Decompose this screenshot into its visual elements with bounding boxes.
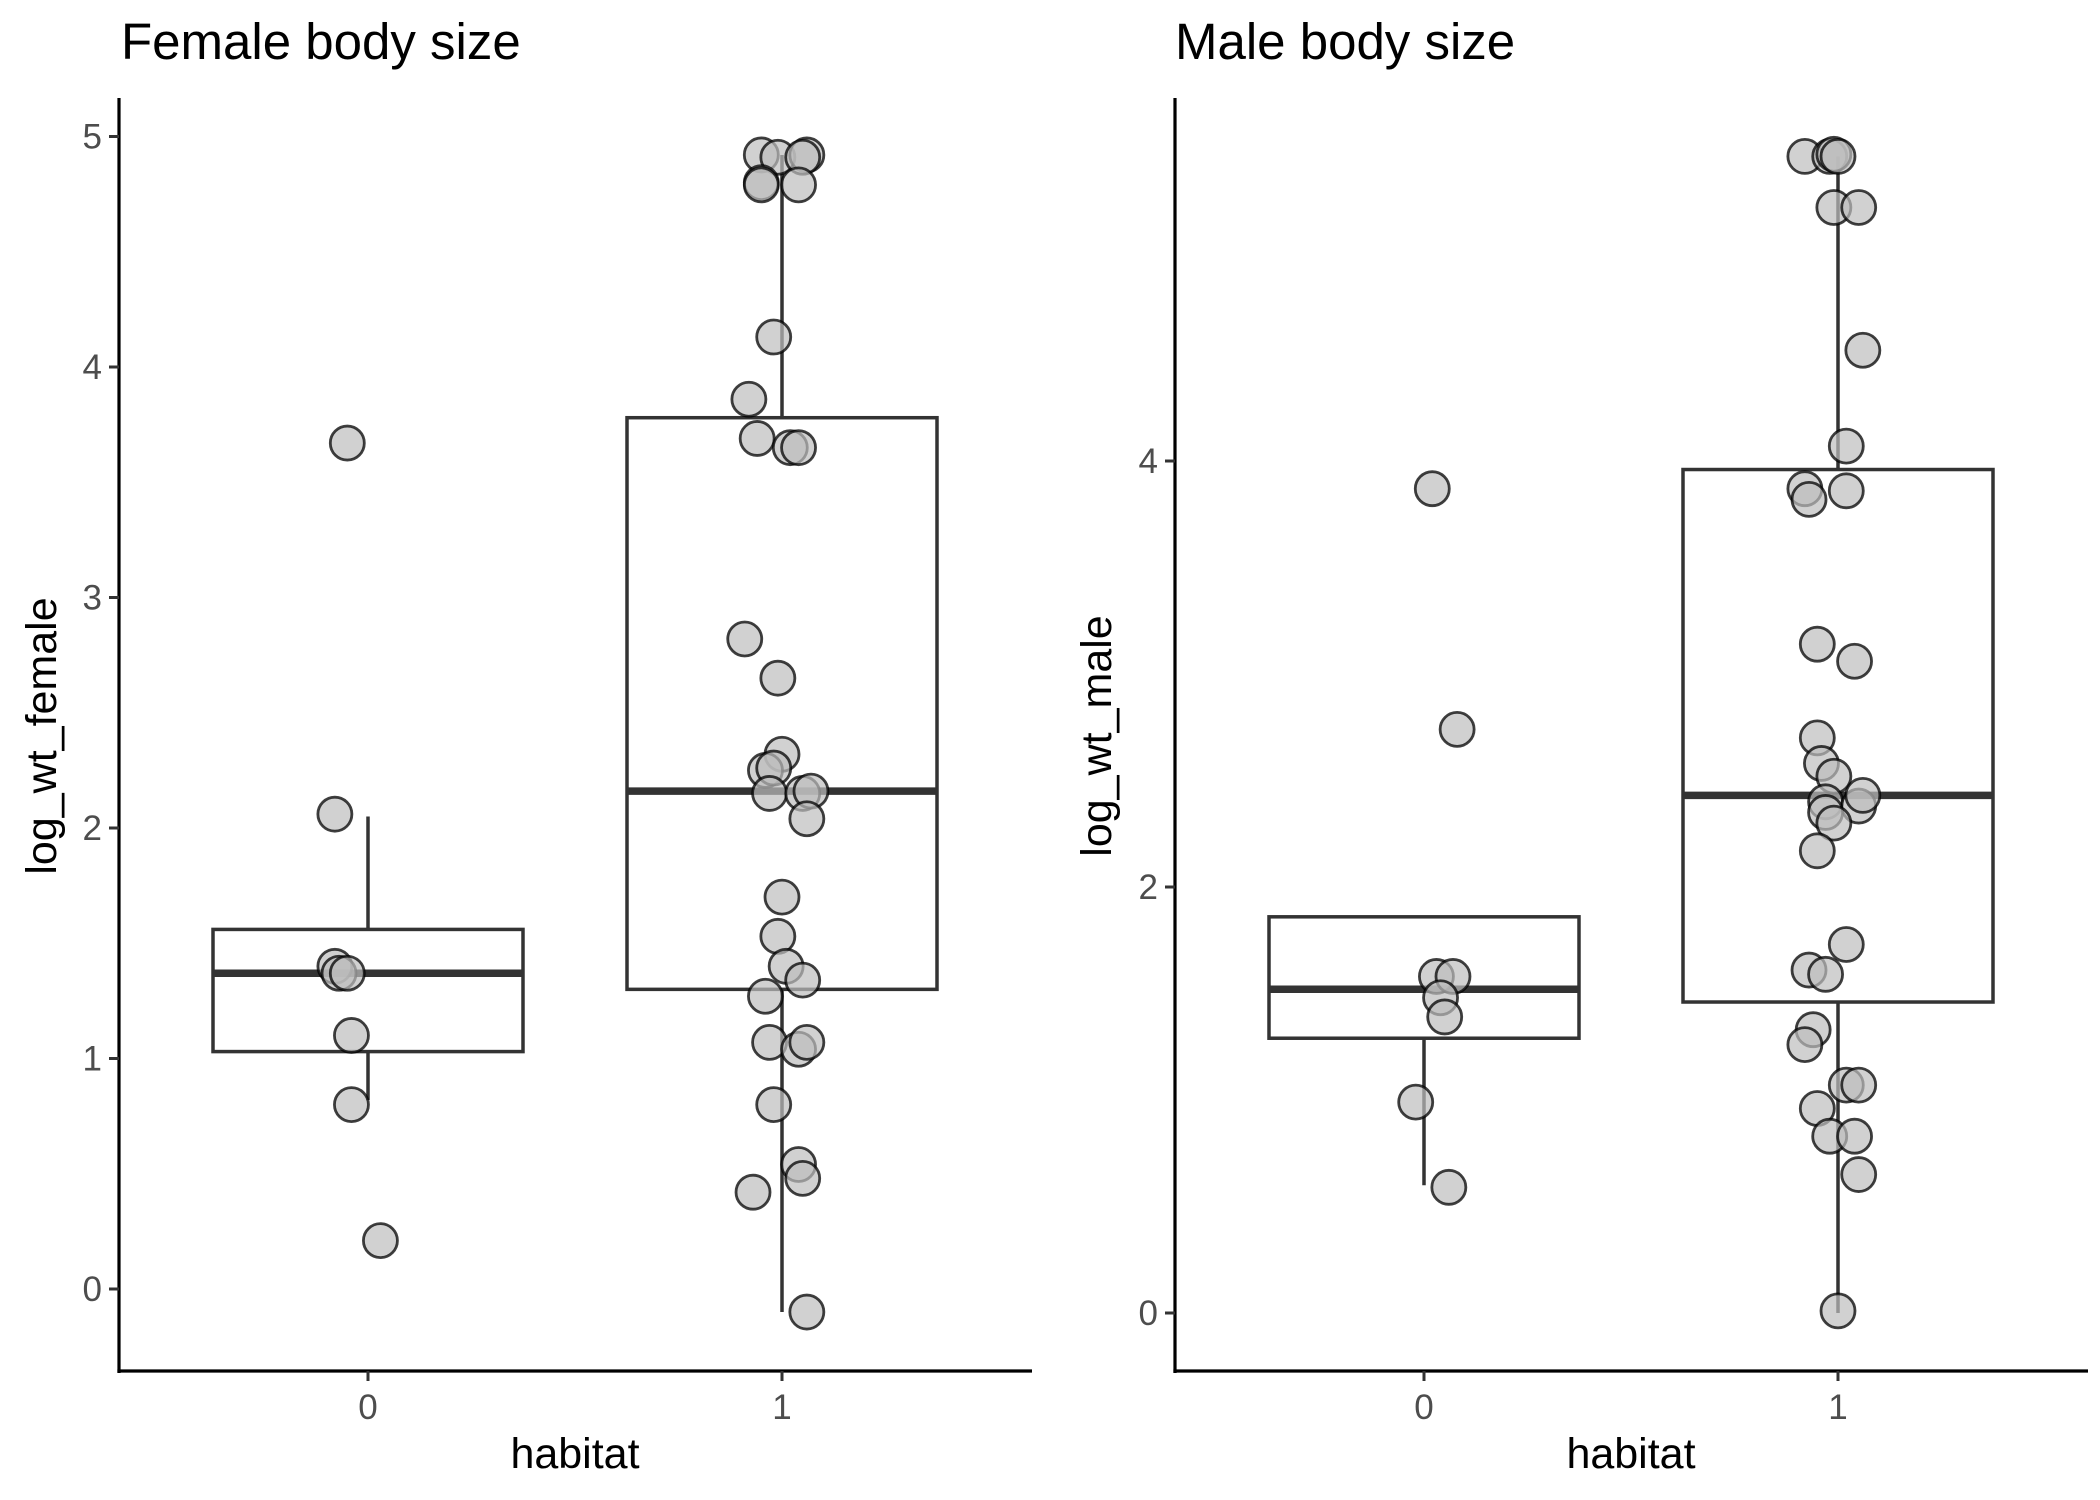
data-point [751, 775, 788, 812]
panel-female: Female body size habitat log_wt_female 0… [18, 13, 1032, 1478]
data-point [1836, 1117, 1873, 1155]
plot-area: 0 1 2 3 4 5 0 1 [83, 118, 939, 1427]
data-point [1798, 625, 1836, 663]
x-tick-label: 1 [1828, 1388, 1847, 1427]
x-tick-label: 0 [358, 1388, 377, 1427]
data-point [1844, 777, 1882, 814]
y-tick-label: 0 [83, 1270, 102, 1309]
x-axis-title: habitat [1566, 1430, 1695, 1478]
data-point [1836, 642, 1873, 680]
x-tick-label: 1 [772, 1388, 791, 1427]
data-point [1840, 189, 1878, 226]
data-point [1815, 804, 1853, 842]
data-point [1840, 1156, 1878, 1193]
data-point [788, 1293, 826, 1331]
data-point [316, 795, 354, 833]
data-point [734, 1173, 772, 1211]
plot-area: 0 2 4 0 1 [1139, 135, 1995, 1427]
data-point [1807, 955, 1844, 993]
data-point [1844, 331, 1882, 369]
data-point [1426, 998, 1464, 1036]
panel-male: Male body size habitat log_wt_male 0 2 4 0 1 [1073, 13, 2088, 1478]
data-point [742, 166, 780, 204]
data-point [788, 1023, 826, 1061]
y-tick-label: 4 [83, 348, 102, 387]
data-point [755, 318, 793, 356]
data-point [1819, 138, 1857, 175]
y-axis-title: log_wt_female [18, 597, 66, 874]
data-point [328, 954, 366, 992]
data-point [333, 1017, 370, 1054]
iqr-box [1681, 467, 1995, 1004]
y-tick-label: 2 [1139, 868, 1158, 907]
data-point [328, 424, 366, 462]
data-point [759, 659, 797, 697]
data-point [759, 917, 797, 955]
boxplot-0 [211, 816, 525, 1100]
data-point [362, 1222, 399, 1259]
y-tick-label: 4 [1139, 442, 1158, 481]
data-point [788, 800, 826, 838]
data-point [1819, 1292, 1857, 1330]
y-tick-label: 3 [83, 579, 102, 618]
data-point [747, 977, 784, 1015]
x-axis-title: habitat [510, 1430, 639, 1478]
data-point [1790, 480, 1828, 518]
data-point [1827, 926, 1865, 963]
data-point [738, 420, 776, 457]
data-point [730, 380, 768, 418]
data-point [1827, 427, 1865, 465]
data-point [1786, 1026, 1824, 1064]
chart-title: Female body size [121, 13, 521, 70]
data-point [333, 1086, 370, 1123]
data-point [780, 429, 817, 467]
data-point [1438, 710, 1476, 748]
data-point [763, 878, 801, 916]
chart-title: Male body size [1175, 13, 1515, 70]
y-tick-label: 5 [83, 118, 102, 157]
data-point [1413, 470, 1451, 508]
data-point [755, 1086, 793, 1123]
x-tick-label: 0 [1414, 1388, 1433, 1427]
y-tick-label: 0 [1139, 1294, 1158, 1333]
data-point [784, 961, 822, 999]
data-point [1430, 1168, 1468, 1206]
data-point [784, 1159, 822, 1197]
boxplot-1 [1681, 156, 1995, 1313]
data-point [1840, 1066, 1878, 1104]
boxplot-0 [1267, 915, 1581, 1186]
data-point [1827, 472, 1865, 510]
data-point [726, 620, 764, 658]
data-point [780, 166, 817, 204]
y-tick-label: 1 [83, 1040, 102, 1079]
y-axis-title: log_wt_male [1073, 615, 1121, 856]
data-point [1798, 832, 1836, 870]
data-point [1397, 1083, 1435, 1121]
y-tick-label: 2 [83, 809, 102, 848]
